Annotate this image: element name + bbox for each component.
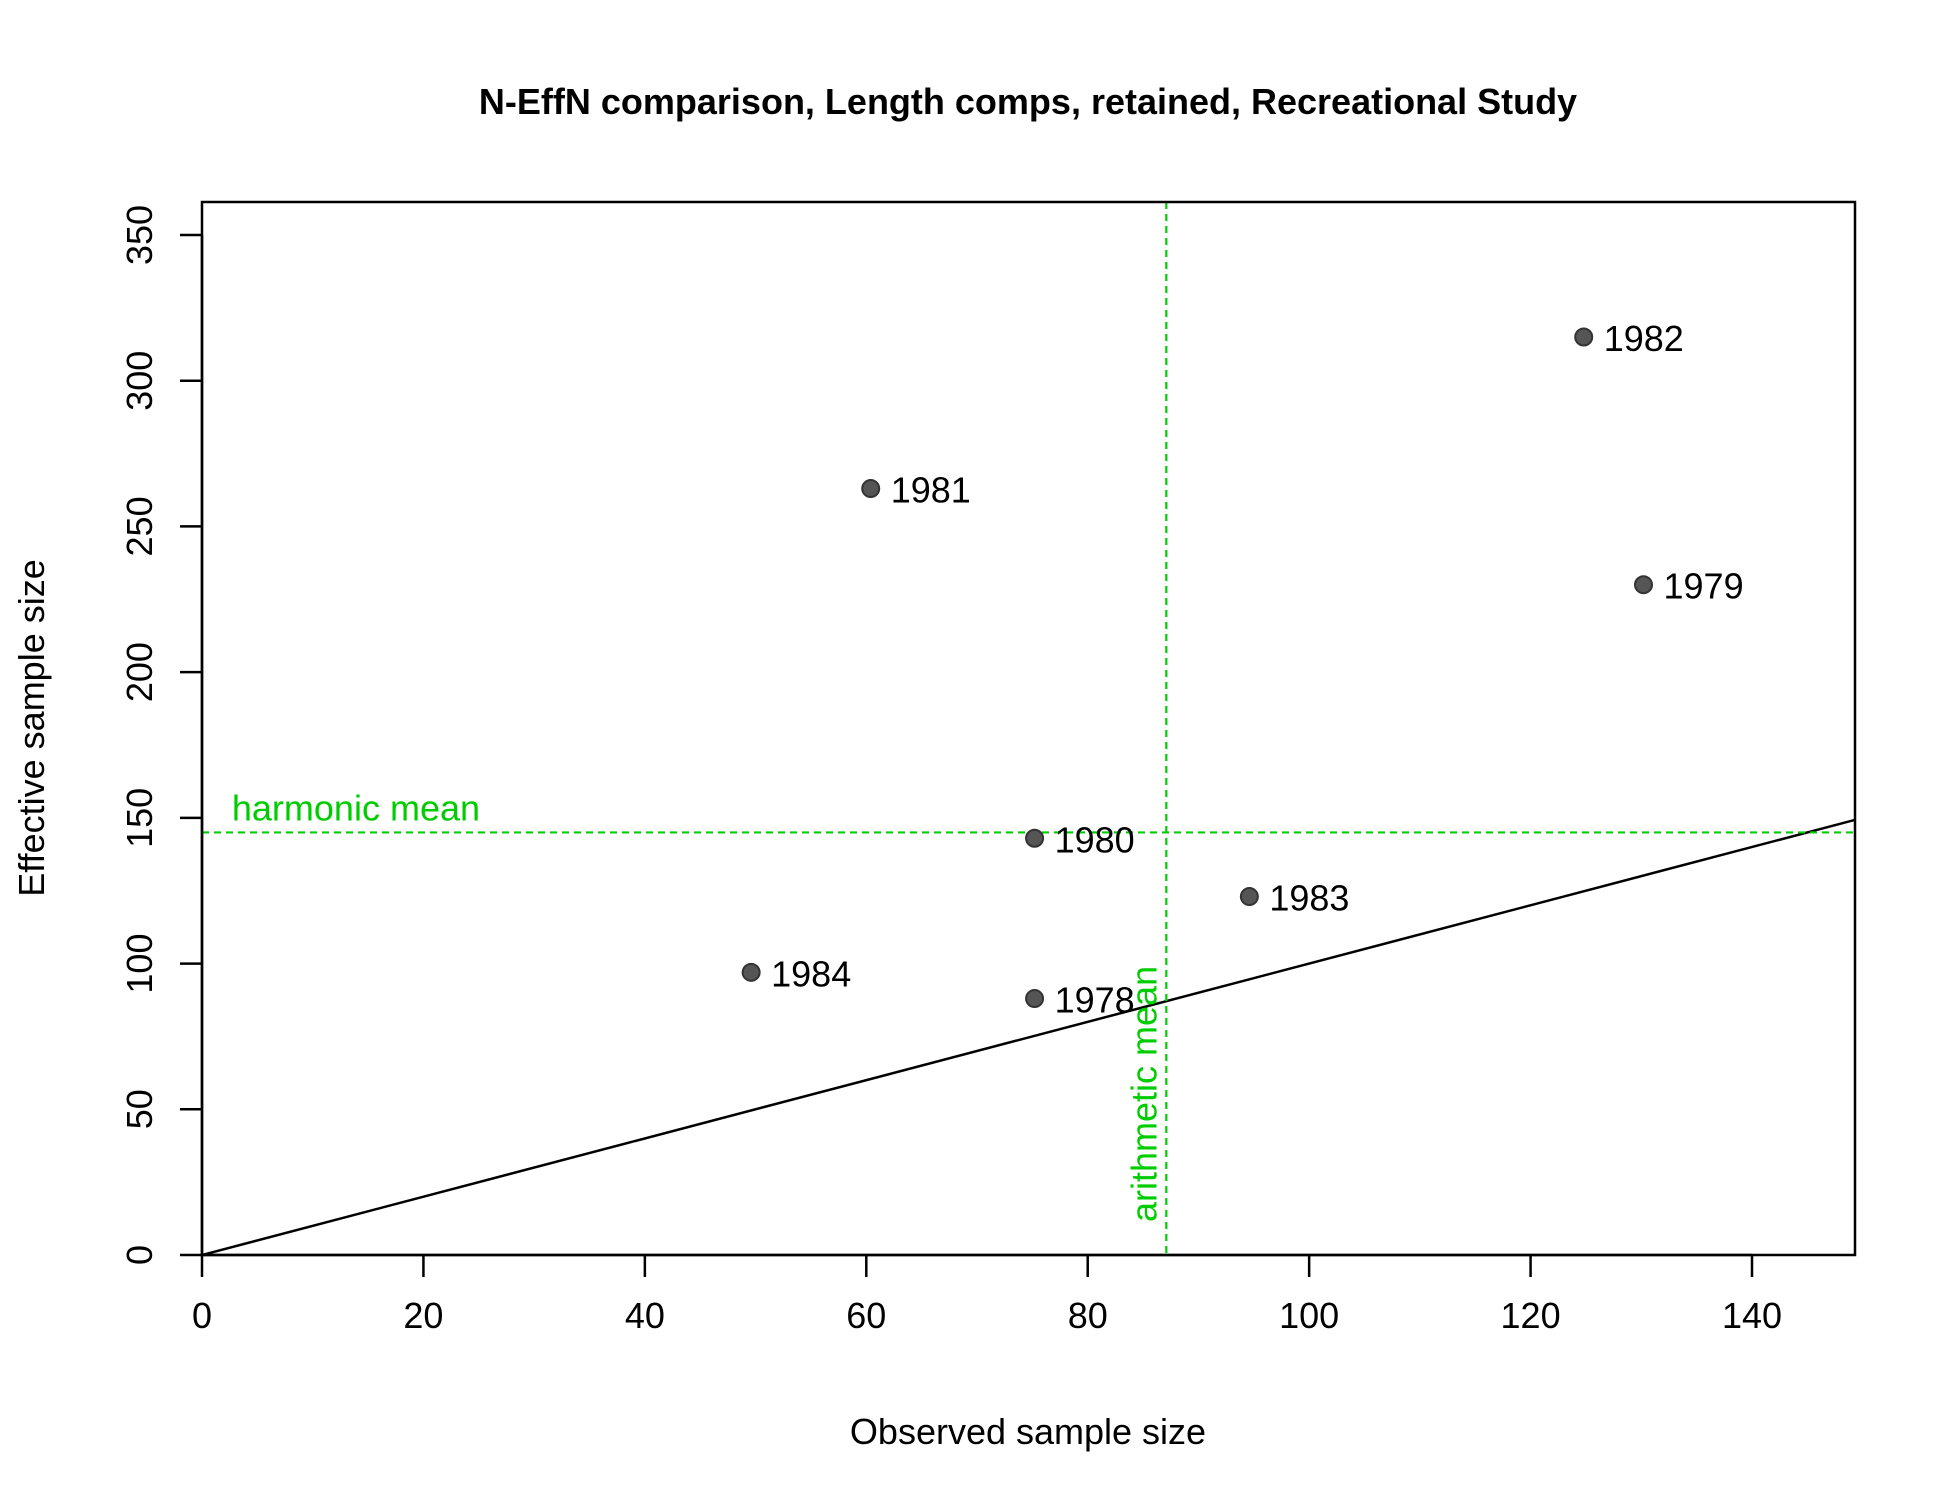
point-label: 1982 [1604,318,1684,359]
y-tick-label: 50 [119,1089,160,1129]
one-to-one-line [202,818,1855,1255]
plot-border [200,200,1857,1257]
y-axis: 0 50 100 150 200 250 300 350 [119,205,204,1265]
point-label: 1984 [771,953,851,994]
point-label: 1981 [891,470,971,511]
y-tick-label: 350 [119,205,160,265]
data-point [1634,575,1653,595]
x-axis: 0 20 40 60 80 100 120 140 [192,1253,1782,1336]
data-point [1239,887,1259,907]
x-tick-label: 100 [1279,1295,1339,1336]
y-tick-label: 250 [119,496,160,556]
point-label: 1978 [1055,980,1135,1021]
y-tick-label: 150 [119,788,160,848]
x-axis-label: Observed sample size [850,1411,1206,1452]
y-axis-label: Effective sample size [11,559,52,896]
x-tick-label: 140 [1722,1295,1782,1336]
point-label: 1980 [1055,819,1135,860]
plot-contents [202,202,1855,1255]
y-tick-label: 200 [119,642,160,702]
x-tick-label: 60 [846,1295,886,1336]
y-tick-label: 0 [119,1245,160,1265]
data-point [1025,828,1045,848]
arithmetic-mean-label: arithmetic mean [1123,966,1164,1222]
data-point [861,479,881,499]
point-label: 1979 [1664,566,1744,607]
x-tick-label: 80 [1068,1295,1108,1336]
y-tick-label: 100 [119,934,160,994]
x-tick-label: 20 [403,1295,443,1336]
x-tick-label: 0 [192,1295,212,1336]
y-tick-label: 300 [119,351,160,411]
harmonic-mean-label: harmonic mean [232,787,480,828]
point-label: 1983 [1269,878,1349,919]
x-tick-label: 120 [1501,1295,1561,1336]
chart-title: N-EffN comparison, Length comps, retaine… [479,81,1577,122]
x-tick-label: 40 [625,1295,665,1336]
data-point [1025,989,1045,1009]
data-point [741,962,761,982]
data-point [1574,327,1594,347]
